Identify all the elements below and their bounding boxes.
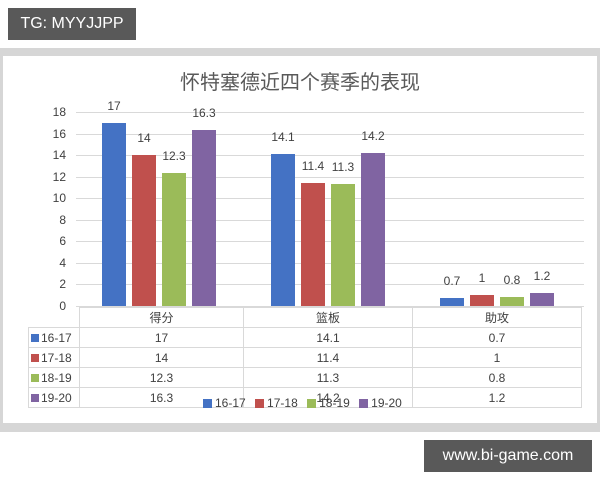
- y-tick-label: 18: [52, 105, 66, 119]
- y-tick-label: 16: [52, 126, 66, 141]
- legend-swatch-19-20: [31, 394, 39, 403]
- gridline: [76, 155, 584, 157]
- bar-16-17: [440, 298, 464, 306]
- legend-item: 19-20: [359, 396, 402, 410]
- chart-title: 怀特塞德近四个赛季的表现: [180, 70, 420, 94]
- gridline: [76, 176, 584, 178]
- gridline: [76, 133, 584, 135]
- legend-swatch-icon: [203, 399, 212, 409]
- bar-16-17: [102, 122, 126, 306]
- bar-17-18: [132, 155, 156, 306]
- watermark-top-left: TG: MYYJJPP: [8, 8, 136, 40]
- bar-16-17: [271, 154, 295, 306]
- legend-swatch-17-18: [31, 354, 39, 363]
- gridline: [76, 198, 584, 200]
- y-tick-label: 12: [52, 169, 66, 184]
- legend-swatch-16-17: [31, 334, 39, 343]
- legend-swatch-icon: [255, 399, 265, 409]
- gridline: [76, 241, 584, 243]
- bar-18-19: [162, 173, 186, 306]
- y-tick-label: 6: [59, 234, 66, 249]
- data-label: 12.3: [162, 149, 186, 164]
- table-row: 17-18 14 11.4 1: [28, 347, 582, 368]
- legend-item: 18-19: [307, 396, 350, 410]
- table-header: 篮板: [243, 307, 413, 328]
- bar-18-19: [500, 297, 524, 306]
- bar-19-20: [192, 130, 216, 306]
- legend-swatch-icon: [359, 399, 369, 409]
- data-label: 14.1: [271, 130, 295, 145]
- data-label: 1: [478, 271, 486, 286]
- data-table: 得分 篮板 助攻 16-17 17 14.1 0.7 17-18 14 11.4…: [28, 307, 582, 408]
- table-row: 16-17 17 14.1 0.7: [28, 327, 582, 348]
- data-label: 11.4: [301, 159, 325, 174]
- table-row: 18-19 12.3 11.3 0.8: [28, 367, 582, 388]
- y-tick-label: 2: [59, 277, 66, 292]
- data-label: 14.2: [361, 128, 385, 143]
- bar-17-18: [470, 295, 494, 306]
- y-tick-label: 8: [59, 212, 66, 227]
- data-label: 16.3: [192, 106, 216, 121]
- y-tick-label: 14: [52, 148, 66, 163]
- gridline: [76, 284, 584, 286]
- gridline: [76, 219, 584, 221]
- bar-19-20: [361, 152, 385, 306]
- gridline: [76, 306, 584, 307]
- y-tick-label: 10: [52, 191, 66, 206]
- legend-item: 16-17: [203, 396, 246, 410]
- data-label: 0.8: [503, 273, 521, 288]
- legend-swatch-icon: [307, 399, 317, 409]
- data-label: 11.3: [331, 160, 355, 175]
- gridline: [76, 262, 584, 264]
- table-header: 助攻: [412, 307, 582, 328]
- y-tick-label: 0: [59, 299, 66, 313]
- table-row: 19-20 16.3 14.2 1.2: [28, 387, 582, 408]
- bar-18-19: [331, 184, 355, 306]
- data-label: 0.7: [443, 274, 461, 289]
- bar-17-18: [301, 183, 325, 306]
- gridline: [76, 112, 584, 113]
- data-label: 17: [107, 98, 121, 113]
- legend-swatch-18-19: [31, 374, 39, 383]
- watermark-bottom-right: www.bi-game.com: [424, 440, 592, 472]
- y-tick-label: 4: [59, 255, 66, 270]
- data-label: 1.2: [533, 269, 551, 284]
- data-label: 14: [137, 131, 151, 146]
- table-header: 得分: [79, 307, 244, 328]
- table-corner: [28, 307, 80, 328]
- chart-legend: 16-17 17-18 18-19 19-20: [203, 396, 408, 410]
- bar-19-20: [530, 293, 554, 306]
- legend-item: 17-18: [255, 396, 298, 410]
